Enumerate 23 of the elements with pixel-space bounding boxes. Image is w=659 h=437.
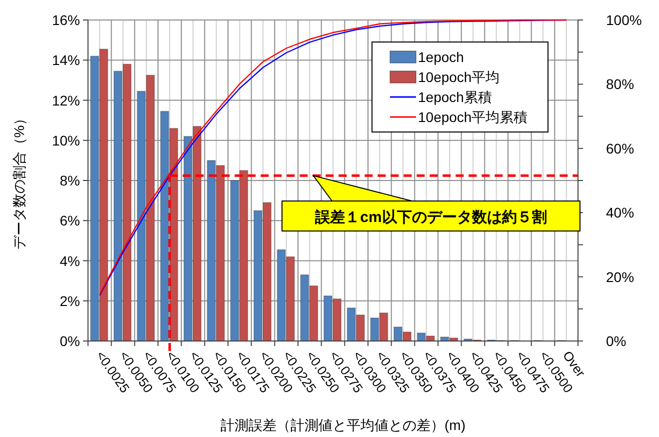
callout: 誤差１cm以下のデータ数は約５割 bbox=[282, 174, 580, 232]
y-tick-label: 2% bbox=[60, 292, 80, 309]
y2-tick-label: 80% bbox=[606, 76, 634, 92]
y2-tick-label: 40% bbox=[606, 204, 634, 221]
y-tick-label: 14% bbox=[52, 52, 80, 68]
legend-label: 1epoch累積 bbox=[418, 89, 492, 105]
legend-label: 10epoch平均累積 bbox=[418, 109, 528, 125]
y2-tick-label: 100% bbox=[606, 12, 642, 28]
legend-label: 1epoch bbox=[418, 49, 464, 65]
y-tick-label: 10% bbox=[52, 132, 80, 148]
legend-label: 10epoch平均 bbox=[418, 69, 500, 85]
y-tick-label: 16% bbox=[52, 12, 80, 28]
y-axis-title: データ数の割合（%） bbox=[11, 111, 27, 250]
y-tick-label: 6% bbox=[60, 212, 80, 229]
y-tick-label: 12% bbox=[52, 92, 80, 108]
y-tick-label: 8% bbox=[60, 172, 80, 188]
y-tick-label: 4% bbox=[60, 252, 80, 269]
y2-tick-label: 60% bbox=[606, 140, 634, 156]
y2-tick-label: 20% bbox=[606, 268, 634, 285]
annotation: 誤差１cm以下のデータ数は約５割 bbox=[314, 209, 547, 226]
x-axis-title: 計測誤差（計測値と平均値との差）(m) bbox=[220, 417, 466, 433]
y2-tick-label: 0% bbox=[606, 333, 626, 349]
y-tick-label: 0% bbox=[60, 333, 80, 349]
